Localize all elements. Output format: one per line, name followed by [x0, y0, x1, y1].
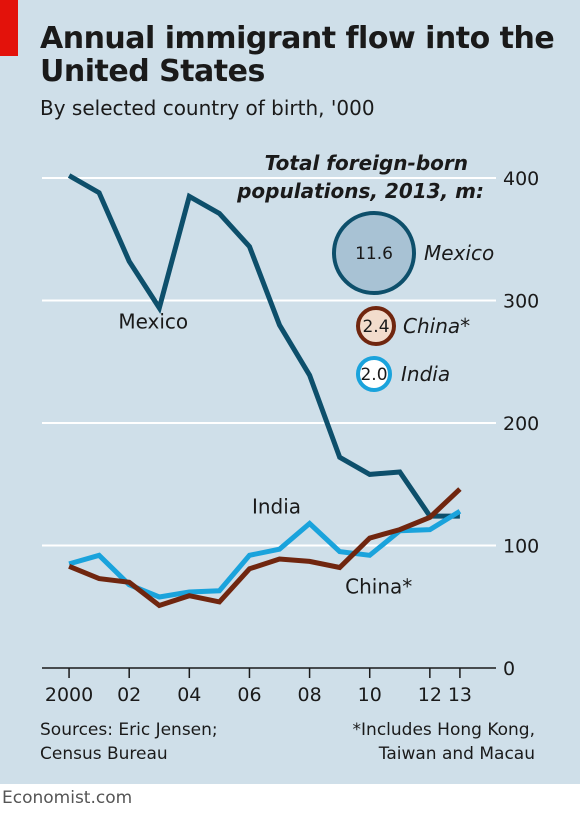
x-tick-label: 10 [358, 684, 382, 706]
bubble-heading-line-1: Total foreign-born [265, 151, 468, 175]
series-label: India [252, 495, 301, 519]
y-tick-label: 200 [503, 413, 539, 435]
x-tick-label: 04 [177, 684, 201, 706]
bubble-china [356, 306, 396, 346]
x-tick-label: 13 [448, 684, 472, 706]
bubble-value-india: 2.0 [360, 365, 387, 385]
y-tick-label: 100 [503, 536, 539, 558]
bubble-label-india: India [401, 362, 450, 386]
y-tick-label: 0 [503, 658, 515, 680]
chart-title: Annual immigrant flow into the United St… [40, 21, 555, 89]
bubble-mexico [332, 211, 416, 295]
x-tick-label: 06 [237, 684, 261, 706]
sources-line-1: Sources: Eric Jensen; [40, 720, 218, 740]
series-line-china [68, 487, 462, 609]
x-tick-label: 02 [117, 684, 141, 706]
line-chart: 0 100 200 300 400 2000 02 04 06 08 10 12 13 Mexico Ind… [42, 151, 539, 706]
x-tick-label: 08 [297, 684, 321, 706]
footnote: *Includes Hong Kong, Taiwan and Macau [353, 718, 535, 766]
y-tick-label: 400 [503, 168, 539, 190]
footnote-line-1: *Includes Hong Kong, [352, 720, 535, 740]
brand-label: Economist.com [2, 788, 133, 808]
chart-panel [0, 0, 580, 784]
bubble-heading-line-2: populations, 2013, m: [236, 179, 484, 203]
series-line-mexico [67, 173, 460, 519]
sources-line-2: Census Bureau [40, 744, 168, 764]
series-label: China* [345, 574, 412, 598]
sources: Sources: Eric Jensen; Census Bureau [40, 718, 218, 766]
x-tick-label: 2000 [45, 684, 93, 706]
bubble-label-mexico: Mexico [424, 241, 494, 265]
series-label: Mexico [118, 310, 188, 334]
bubble-value-china: 2.4 [362, 317, 389, 337]
bubble-label-china: China* [403, 314, 470, 338]
bubble-india [356, 356, 392, 392]
x-tick-label: 12 [418, 684, 442, 706]
y-tick-label: 300 [503, 291, 539, 313]
brand-red-tag [0, 0, 18, 56]
bubble-value-mexico: 11.6 [355, 244, 393, 264]
footnote-line-2: Taiwan and Macau [378, 744, 535, 764]
chart-subtitle: By selected country of birth, '000 [40, 96, 375, 120]
